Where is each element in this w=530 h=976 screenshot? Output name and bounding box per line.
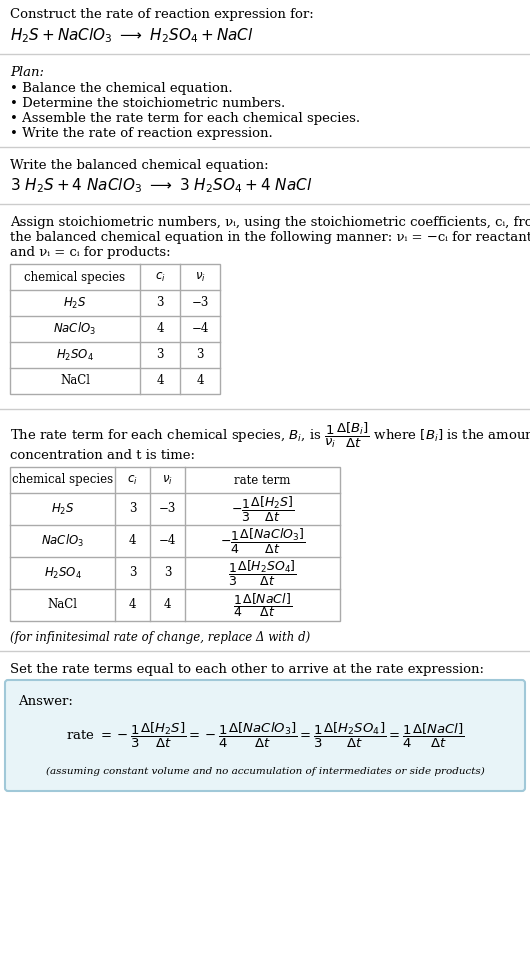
Text: 4: 4 xyxy=(164,598,171,612)
Text: 4: 4 xyxy=(156,375,164,387)
Text: NaCl: NaCl xyxy=(48,598,77,612)
Text: $\nu_i$: $\nu_i$ xyxy=(162,473,173,487)
Text: $NaClO_3$: $NaClO_3$ xyxy=(41,533,84,549)
Text: $3\ H_2S + 4\ NaClO_3\ \longrightarrow\ 3\ H_2SO_4 + 4\ NaCl$: $3\ H_2S + 4\ NaClO_3\ \longrightarrow\ … xyxy=(10,176,312,194)
Text: $c_i$: $c_i$ xyxy=(127,473,138,487)
Text: • Balance the chemical equation.: • Balance the chemical equation. xyxy=(10,82,233,95)
Text: • Assemble the rate term for each chemical species.: • Assemble the rate term for each chemic… xyxy=(10,112,360,125)
Text: 3: 3 xyxy=(164,566,171,580)
Text: Set the rate terms equal to each other to arrive at the rate expression:: Set the rate terms equal to each other t… xyxy=(10,663,484,676)
Text: $c_i$: $c_i$ xyxy=(155,270,165,284)
Text: $H_2S$: $H_2S$ xyxy=(51,502,74,516)
Text: chemical species: chemical species xyxy=(12,473,113,486)
Text: (for infinitesimal rate of change, replace Δ with d): (for infinitesimal rate of change, repla… xyxy=(10,631,310,644)
Text: • Determine the stoichiometric numbers.: • Determine the stoichiometric numbers. xyxy=(10,97,285,110)
Text: • Write the rate of reaction expression.: • Write the rate of reaction expression. xyxy=(10,127,273,140)
Text: −4: −4 xyxy=(159,535,176,548)
Text: Plan:: Plan: xyxy=(10,66,44,79)
Text: $H_2S + NaClO_3\ \longrightarrow\ H_2SO_4 + NaCl$: $H_2S + NaClO_3\ \longrightarrow\ H_2SO_… xyxy=(10,26,254,45)
Text: $-\dfrac{1}{3}\dfrac{\Delta[H_2S]}{\Delta t}$: $-\dfrac{1}{3}\dfrac{\Delta[H_2S]}{\Delt… xyxy=(231,495,294,523)
Text: Write the balanced chemical equation:: Write the balanced chemical equation: xyxy=(10,159,269,172)
Text: 4: 4 xyxy=(196,375,204,387)
Text: 3: 3 xyxy=(129,566,136,580)
Text: −4: −4 xyxy=(191,322,209,336)
Text: $H_2SO_4$: $H_2SO_4$ xyxy=(43,565,82,581)
Text: $NaClO_3$: $NaClO_3$ xyxy=(54,321,96,337)
Text: $\dfrac{1}{4}\dfrac{\Delta[NaCl]}{\Delta t}$: $\dfrac{1}{4}\dfrac{\Delta[NaCl]}{\Delta… xyxy=(233,591,292,619)
Text: concentration and t is time:: concentration and t is time: xyxy=(10,449,195,462)
Text: $\nu_i$: $\nu_i$ xyxy=(195,270,206,284)
Text: chemical species: chemical species xyxy=(24,270,126,283)
Text: Construct the rate of reaction expression for:: Construct the rate of reaction expressio… xyxy=(10,8,314,21)
Text: (assuming constant volume and no accumulation of intermediates or side products): (assuming constant volume and no accumul… xyxy=(46,766,484,776)
Text: Assign stoichiometric numbers, νᵢ, using the stoichiometric coefficients, cᵢ, fr: Assign stoichiometric numbers, νᵢ, using… xyxy=(10,216,530,229)
Text: Answer:: Answer: xyxy=(18,695,73,708)
Text: 3: 3 xyxy=(196,348,204,361)
Text: and νᵢ = cᵢ for products:: and νᵢ = cᵢ for products: xyxy=(10,246,171,259)
Text: −3: −3 xyxy=(191,297,209,309)
FancyBboxPatch shape xyxy=(5,680,525,791)
Text: 4: 4 xyxy=(129,598,136,612)
Text: 4: 4 xyxy=(156,322,164,336)
Bar xyxy=(10,467,340,621)
Text: The rate term for each chemical species, $B_i$, is $\dfrac{1}{\nu_i}\dfrac{\Delt: The rate term for each chemical species,… xyxy=(10,421,530,450)
Text: 3: 3 xyxy=(156,348,164,361)
Text: $\dfrac{1}{3}\dfrac{\Delta[H_2SO_4]}{\Delta t}$: $\dfrac{1}{3}\dfrac{\Delta[H_2SO_4]}{\De… xyxy=(228,558,297,588)
Text: 3: 3 xyxy=(129,503,136,515)
Text: $H_2SO_4$: $H_2SO_4$ xyxy=(56,347,94,362)
Text: −3: −3 xyxy=(159,503,176,515)
Text: $-\dfrac{1}{4}\dfrac{\Delta[NaClO_3]}{\Delta t}$: $-\dfrac{1}{4}\dfrac{\Delta[NaClO_3]}{\D… xyxy=(220,526,305,555)
Text: rate $= -\dfrac{1}{3}\dfrac{\Delta[H_2S]}{\Delta t} = -\dfrac{1}{4}\dfrac{\Delta: rate $= -\dfrac{1}{3}\dfrac{\Delta[H_2S]… xyxy=(66,720,464,750)
Bar xyxy=(10,264,220,394)
Text: $H_2S$: $H_2S$ xyxy=(63,296,87,310)
Text: 3: 3 xyxy=(156,297,164,309)
Text: 4: 4 xyxy=(129,535,136,548)
Text: NaCl: NaCl xyxy=(60,375,90,387)
Text: the balanced chemical equation in the following manner: νᵢ = −cᵢ for reactants: the balanced chemical equation in the fo… xyxy=(10,231,530,244)
Text: rate term: rate term xyxy=(234,473,290,486)
